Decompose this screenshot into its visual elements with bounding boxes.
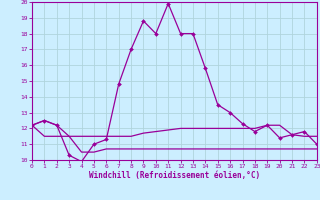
X-axis label: Windchill (Refroidissement éolien,°C): Windchill (Refroidissement éolien,°C) [89, 171, 260, 180]
